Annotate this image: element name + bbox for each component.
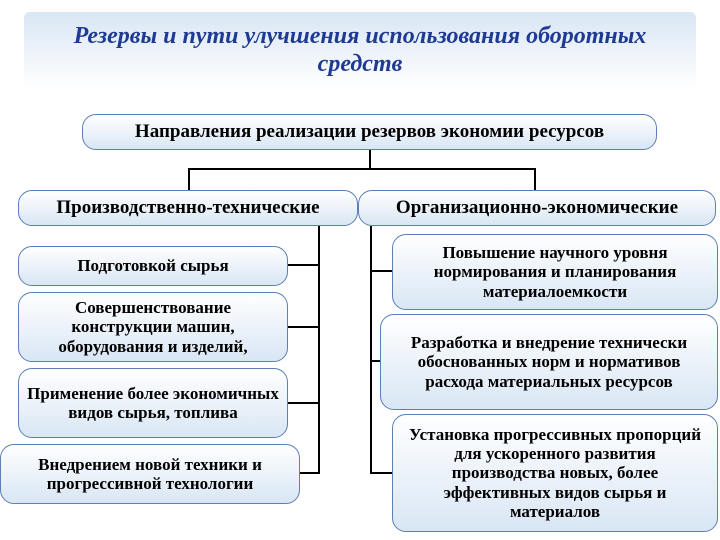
left-header-label: Производственно-технические [56, 197, 319, 218]
left-item-2-label: Применение более экономичных видов сырья… [27, 384, 279, 422]
connector [318, 226, 320, 474]
left-item-0-label: Подготовкой сырья [77, 256, 228, 275]
connector [288, 326, 318, 328]
left-item-1-label: Совершенствование конструкции машин, обо… [27, 298, 279, 355]
root-label: Направления реализации резервов экономии… [135, 121, 604, 142]
left-header-box: Производственно-технические [18, 190, 358, 226]
connector [288, 264, 318, 266]
connector [288, 402, 318, 404]
right-item-1: Разработка и внедрение технически обосно… [380, 314, 718, 410]
right-item-2: Установка прогрессивных пропорций для ус… [392, 414, 718, 532]
root-box: Направления реализации резервов экономии… [82, 114, 657, 150]
connector [188, 168, 536, 170]
left-item-1: Совершенствование конструкции машин, обо… [18, 292, 288, 362]
connector [372, 270, 392, 272]
connector [188, 168, 190, 190]
connector [300, 472, 318, 474]
connector [369, 150, 371, 168]
right-header-box: Организационно-экономические [358, 190, 716, 226]
left-item-0: Подготовкой сырья [18, 246, 288, 286]
right-item-2-label: Установка прогрессивных пропорций для ус… [401, 425, 709, 520]
title-text: Резервы и пути улучшения использования о… [44, 23, 676, 78]
left-item-3: Внедрением новой техники и прогрессивной… [0, 444, 300, 504]
left-item-3-label: Внедрением новой техники и прогрессивной… [9, 455, 291, 493]
page-title: Резервы и пути улучшения использования о… [24, 12, 696, 90]
right-item-0-label: Повышение научного уровня нормирования и… [401, 243, 709, 300]
connector [534, 168, 536, 190]
right-item-1-label: Разработка и внедрение технически обосно… [389, 333, 709, 390]
left-item-2: Применение более экономичных видов сырья… [18, 368, 288, 438]
connector [370, 226, 372, 474]
right-item-0: Повышение научного уровня нормирования и… [392, 234, 718, 310]
connector [372, 472, 392, 474]
right-header-label: Организационно-экономические [396, 197, 678, 218]
